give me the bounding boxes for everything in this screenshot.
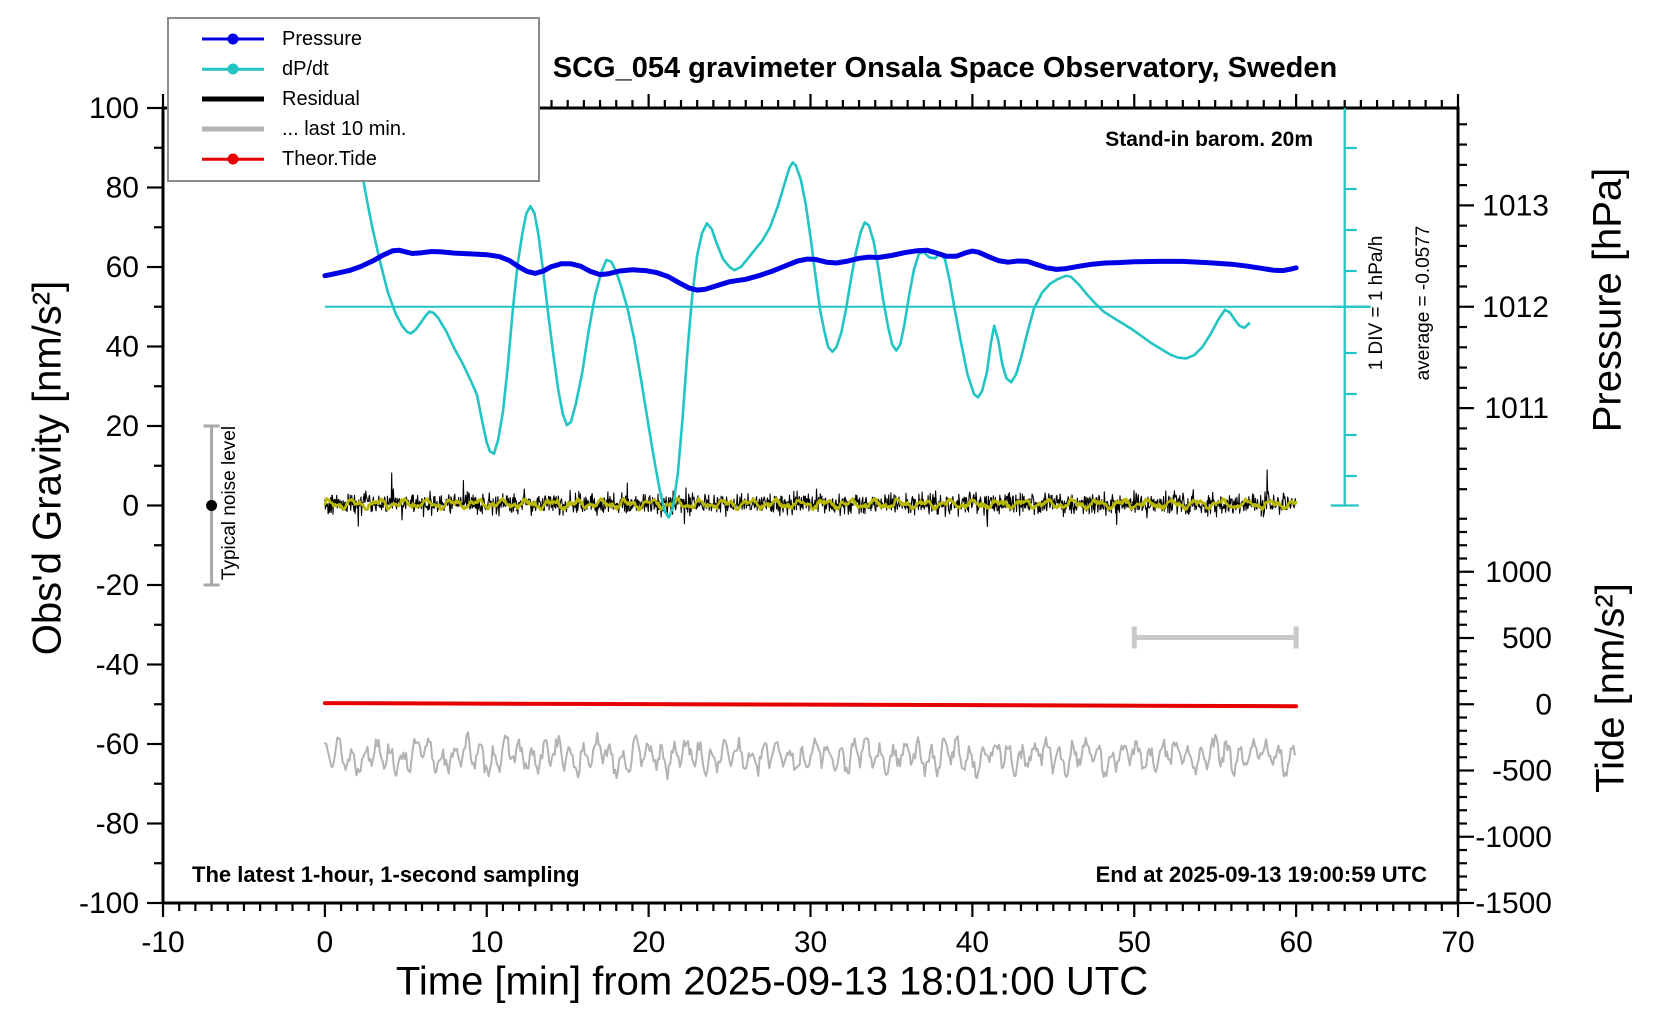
y-tick-label: 0 — [122, 490, 139, 523]
y-tick-label: 20 — [106, 410, 139, 443]
x-axis-title-time: Time [min] from 2025-09-13 18:01:00 UTC — [395, 959, 1149, 1004]
legend-item-pressure: Pressure — [169, 24, 538, 54]
average-note: average = -0.0577 — [1413, 225, 1434, 381]
legend-label: Theor.Tide — [282, 147, 377, 170]
y-axis-title-pressure: Pressure [hPa] — [1585, 167, 1630, 433]
x-tick-label: 10 — [470, 926, 503, 959]
legend-label: Residual — [282, 87, 360, 110]
legend-label: Pressure — [282, 27, 363, 50]
legend-item-dpdt: dP/dt — [169, 54, 538, 84]
x-tick-label: 20 — [632, 926, 665, 959]
y-tick-label: -40 — [96, 649, 139, 682]
y-tick-label: -60 — [96, 728, 139, 761]
y-tick-label: 40 — [106, 331, 139, 364]
legend-item-residual: Residual — [169, 84, 538, 114]
noise-level-dot — [206, 500, 218, 511]
last10-line-sample-icon — [202, 114, 264, 144]
y-tick-label: 60 — [106, 251, 139, 284]
x-tick-label: 30 — [794, 926, 827, 959]
residual-smooth-trace — [323, 496, 1298, 512]
legend-box: Pressure dP/dt Residual ... last 10 min.… — [167, 17, 540, 182]
theoretical-tide-line — [322, 701, 1299, 709]
x-tick-label: 60 — [1279, 926, 1312, 959]
dpdt-curve — [353, 126, 1251, 519]
tide-tick-label: -1000 — [1475, 821, 1552, 854]
noise-level-note: Typical noise level — [219, 425, 240, 581]
x-tick-label: 0 — [317, 926, 334, 959]
residual-trace — [324, 469, 1297, 528]
legend-label: dP/dt — [282, 57, 329, 80]
standin-barometer-note: Stand-in barom. 20m — [1105, 128, 1313, 151]
sampling-note: The latest 1-hour, 1-second sampling — [192, 862, 580, 887]
tide-tick-label: -1500 — [1475, 887, 1552, 920]
pressure-tick-label: 1013 — [1482, 189, 1549, 222]
end-time-note: End at 2025-09-13 19:00:59 UTC — [1095, 862, 1427, 887]
y-tick-label: -20 — [96, 569, 139, 602]
legend-label: ... last 10 min. — [282, 117, 407, 140]
page-title: SCG_054 gravimeter Onsala Space Observat… — [552, 52, 1338, 84]
y-tick-label: 100 — [89, 92, 139, 125]
tide-tick-label: 500 — [1502, 622, 1552, 655]
x-tick-label: 70 — [1441, 926, 1474, 959]
theortide-line-sample-icon — [202, 144, 264, 174]
pressure-line-sample-icon — [202, 24, 264, 54]
y-tick-label: 80 — [106, 172, 139, 205]
dpdt-line-sample-icon — [202, 54, 264, 84]
tide-tick-label: -500 — [1492, 755, 1552, 788]
residual-line-sample-icon — [202, 84, 264, 114]
pressure-tick-label: 1011 — [1484, 392, 1549, 425]
x-tick-label: 40 — [956, 926, 989, 959]
legend-item-last10: ... last 10 min. — [169, 114, 538, 144]
legend-item-theortide: Theor.Tide — [169, 144, 538, 174]
tide-tick-label: 1000 — [1485, 556, 1552, 589]
x-tick-label: 50 — [1118, 926, 1151, 959]
div-scale-note: 1 DIV = 1 hPa/h — [1366, 235, 1387, 371]
tide-tick-label: 0 — [1535, 688, 1552, 721]
last10-residual-trace — [323, 731, 1296, 781]
y-axis-title-gravity: Obs'd Gravity [nm/s²] — [25, 280, 70, 656]
y-tick-label: -80 — [96, 808, 139, 841]
pressure-curve — [322, 247, 1299, 293]
pressure-tick-label: 1012 — [1482, 291, 1549, 324]
x-tick-label: -10 — [141, 926, 184, 959]
y-axis-title-tide: Tide [nm/s²] — [1588, 583, 1633, 793]
y-tick-label: -100 — [79, 887, 139, 920]
